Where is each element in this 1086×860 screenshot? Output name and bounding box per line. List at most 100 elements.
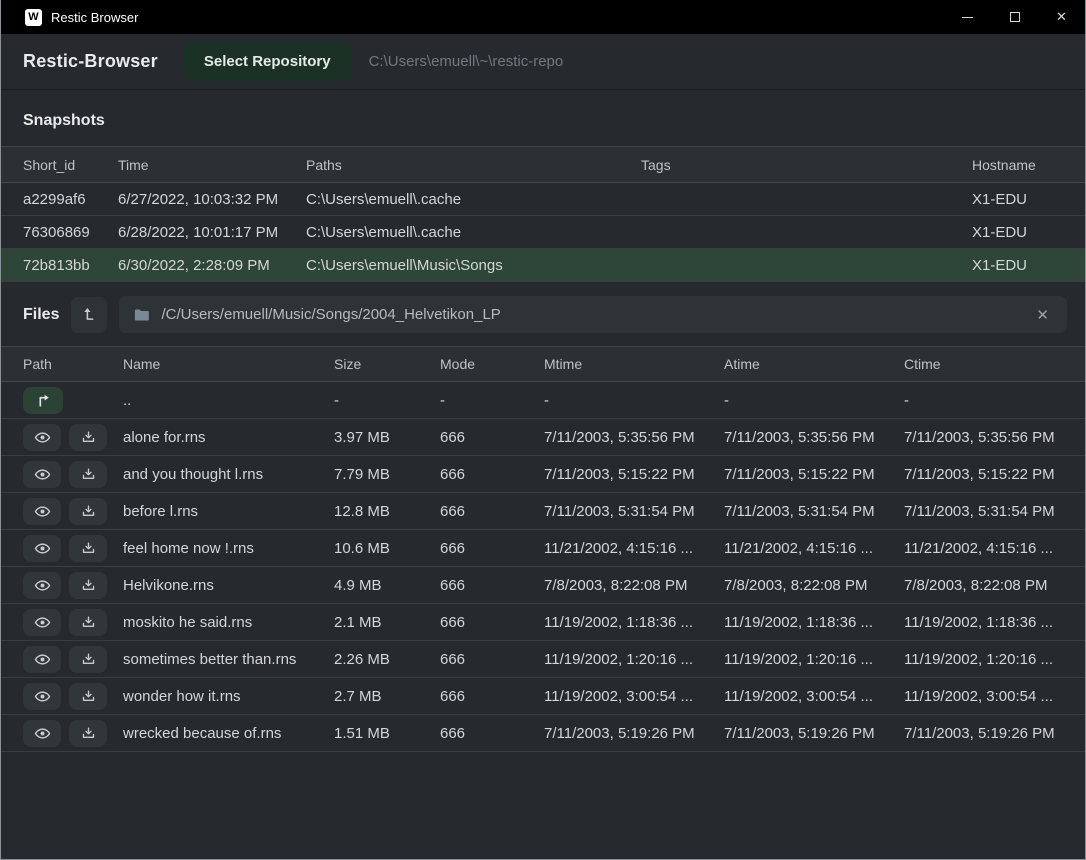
files-section-header: Files /C/Users/emuell/Music/Songs/2004_H… bbox=[1, 282, 1085, 346]
preview-file-button[interactable] bbox=[23, 682, 61, 710]
file-row: Helvikone.rns 4.9 MB 666 7/8/2003, 8:22:… bbox=[1, 567, 1085, 604]
file-mode: - bbox=[440, 391, 445, 409]
column-header-short-id: Short_id bbox=[23, 156, 76, 173]
file-row: sometimes better than.rns 2.26 MB 666 11… bbox=[1, 641, 1085, 678]
file-mode: 666 bbox=[440, 724, 466, 742]
file-size: 2.7 MB bbox=[334, 687, 382, 705]
file-ctime: 7/11/2003, 5:35:56 PM bbox=[904, 428, 1055, 446]
snapshot-short-id: a2299af6 bbox=[23, 190, 86, 208]
file-mode: 666 bbox=[440, 465, 466, 483]
file-row: moskito he said.rns 2.1 MB 666 11/19/200… bbox=[1, 604, 1085, 641]
current-path-input[interactable]: /C/Users/emuell/Music/Songs/2004_Helveti… bbox=[119, 296, 1067, 333]
download-icon bbox=[82, 431, 94, 442]
download-file-button[interactable] bbox=[69, 608, 107, 636]
file-ctime: - bbox=[904, 391, 909, 409]
file-atime: 7/11/2003, 5:19:26 PM bbox=[724, 724, 875, 742]
file-mode: 666 bbox=[440, 428, 466, 446]
eye-icon bbox=[34, 542, 50, 554]
go-parent-directory-button[interactable] bbox=[23, 386, 63, 414]
file-mtime: 7/8/2003, 8:22:08 PM bbox=[544, 576, 688, 594]
preview-file-button[interactable] bbox=[23, 608, 61, 636]
preview-file-button[interactable] bbox=[23, 571, 61, 599]
file-atime: 11/19/2002, 1:18:36 ... bbox=[724, 613, 874, 631]
file-row: before l.rns 12.8 MB 666 7/11/2003, 5:31… bbox=[1, 493, 1085, 530]
file-mode: 666 bbox=[440, 687, 466, 705]
minimize-icon bbox=[962, 16, 973, 18]
maximize-button[interactable] bbox=[991, 0, 1038, 34]
snapshot-time: 6/27/2022, 10:03:32 PM bbox=[118, 190, 279, 208]
parent-directory-row: .. - - - - - bbox=[1, 382, 1085, 419]
snapshot-row[interactable]: 76306869 6/28/2022, 10:01:17 PM C:\Users… bbox=[1, 216, 1085, 249]
file-size: 10.6 MB bbox=[334, 539, 390, 557]
file-ctime: 7/8/2003, 8:22:08 PM bbox=[904, 576, 1048, 594]
files-title: Files bbox=[23, 305, 60, 323]
current-path-value: /C/Users/emuell/Music/Songs/2004_Helveti… bbox=[161, 306, 501, 323]
download-file-button[interactable] bbox=[69, 682, 107, 710]
preview-file-button[interactable] bbox=[23, 645, 61, 673]
app-name: Restic-Browser bbox=[23, 51, 158, 71]
app-logo-icon: W bbox=[25, 8, 42, 26]
file-size: 7.79 MB bbox=[334, 465, 390, 483]
file-ctime: 7/11/2003, 5:19:26 PM bbox=[904, 724, 1055, 742]
download-file-button[interactable] bbox=[69, 719, 107, 747]
close-button[interactable]: ✕ bbox=[1038, 0, 1085, 34]
download-file-button[interactable] bbox=[69, 645, 107, 673]
preview-file-button[interactable] bbox=[23, 460, 61, 488]
preview-file-button[interactable] bbox=[23, 497, 61, 525]
snapshot-paths: C:\Users\emuell\.cache bbox=[306, 190, 462, 208]
window-title: Restic Browser bbox=[51, 9, 139, 25]
clear-path-button[interactable]: ✕ bbox=[1032, 304, 1053, 326]
file-mtime: 7/11/2003, 5:19:26 PM bbox=[544, 724, 695, 742]
column-header-ctime: Ctime bbox=[904, 356, 941, 372]
titlebar: W Restic Browser ✕ bbox=[1, 0, 1085, 34]
file-atime: 7/11/2003, 5:35:56 PM bbox=[724, 428, 875, 446]
snapshot-row[interactable]: a2299af6 6/27/2022, 10:03:32 PM C:\Users… bbox=[1, 183, 1085, 216]
snapshot-row-selected[interactable]: 72b813bb 6/30/2022, 2:28:09 PM C:\Users\… bbox=[1, 249, 1085, 282]
file-size: 12.8 MB bbox=[334, 502, 390, 520]
column-header-mtime: Mtime bbox=[544, 356, 583, 372]
file-mtime: 7/11/2003, 5:15:22 PM bbox=[544, 465, 695, 483]
file-mtime: 7/11/2003, 5:35:56 PM bbox=[544, 428, 695, 446]
file-ctime: 11/19/2002, 1:18:36 ... bbox=[904, 613, 1054, 631]
download-file-button[interactable] bbox=[69, 423, 107, 451]
download-file-button[interactable] bbox=[69, 571, 107, 599]
file-mtime: 11/19/2002, 3:00:54 ... bbox=[544, 687, 694, 705]
download-icon bbox=[82, 690, 94, 701]
preview-file-button[interactable] bbox=[23, 719, 61, 747]
file-name: and you thought l.rns bbox=[123, 465, 264, 483]
file-row: alone for.rns 3.97 MB 666 7/11/2003, 5:3… bbox=[1, 419, 1085, 456]
file-size: 3.97 MB bbox=[334, 428, 390, 446]
minimize-button[interactable] bbox=[944, 0, 991, 34]
file-ctime: 11/19/2002, 3:00:54 ... bbox=[904, 687, 1054, 705]
snapshot-paths: C:\Users\emuell\Music\Songs bbox=[306, 256, 503, 274]
download-file-button[interactable] bbox=[69, 534, 107, 562]
file-mode: 666 bbox=[440, 576, 466, 594]
snapshots-table-header: Short_id Time Paths Tags Hostname bbox=[1, 146, 1085, 183]
download-file-button[interactable] bbox=[69, 460, 107, 488]
file-size: 2.26 MB bbox=[334, 650, 390, 668]
snapshot-paths: C:\Users\emuell\.cache bbox=[306, 223, 462, 241]
file-size: 2.1 MB bbox=[334, 613, 382, 631]
preview-file-button[interactable] bbox=[23, 534, 61, 562]
file-atime: 7/8/2003, 8:22:08 PM bbox=[724, 576, 868, 594]
eye-icon bbox=[34, 616, 50, 628]
eye-icon bbox=[34, 431, 50, 443]
column-header-atime: Atime bbox=[724, 356, 760, 372]
folder-icon bbox=[135, 308, 150, 321]
download-icon bbox=[82, 579, 94, 590]
download-file-button[interactable] bbox=[69, 497, 107, 525]
repository-header: Restic-Browser Select Repository C:\User… bbox=[1, 34, 1085, 90]
level-up-button[interactable] bbox=[71, 296, 108, 333]
file-name: wrecked because of.rns bbox=[123, 724, 282, 742]
select-repository-button[interactable]: Select Repository bbox=[183, 42, 351, 81]
eye-icon bbox=[34, 727, 50, 739]
download-icon bbox=[82, 505, 94, 516]
download-icon bbox=[82, 727, 94, 738]
preview-file-button[interactable] bbox=[23, 423, 61, 451]
repository-path[interactable]: C:\Users\emuell\~\restic-repo bbox=[368, 53, 564, 70]
download-icon bbox=[82, 616, 94, 627]
file-atime: 11/19/2002, 1:20:16 ... bbox=[724, 650, 874, 668]
snapshot-hostname: X1-EDU bbox=[972, 223, 1028, 241]
snapshot-time: 6/30/2022, 2:28:09 PM bbox=[118, 256, 270, 274]
